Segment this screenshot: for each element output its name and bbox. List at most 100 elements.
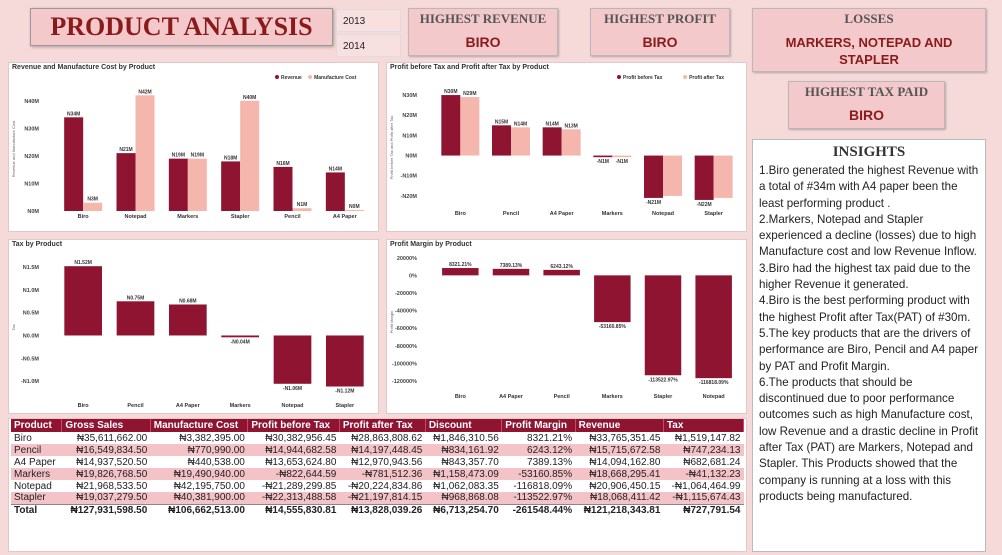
bar (64, 266, 103, 336)
y-axis-label: Revenue and Manufacture Cost (11, 120, 16, 177)
x-tick-label: Pencil (554, 394, 571, 400)
table-row: Markers ₦19,826,768.50 ₦19,490,940.00 -₦822… (11, 468, 744, 480)
table-cell: ₦28,863,808.62 (351, 432, 423, 444)
card-title: HIGHEST TAX PAID (804, 84, 929, 99)
table-header-cell[interactable]: Revenue (575, 419, 664, 432)
chart-title: Profit Margin by Product (390, 241, 472, 248)
year-option-2013[interactable]: 2013 (336, 9, 401, 32)
table-cell: ₦33,765,351.45 (589, 432, 661, 444)
data-label: N0M (349, 204, 360, 210)
y-tick-label: 20000% (397, 256, 417, 262)
table-row: Stapler ₦19,037,279.50 ₦40,381,900.00 -₦22,… (11, 492, 744, 504)
data-label: 6243.12% (550, 264, 573, 270)
tax-chart-panel: Tax by Product -N1.0M -N0.5M N0.0M N0.5M N1.… (8, 239, 379, 414)
data-label: N40M (243, 95, 256, 101)
x-tick-label: A4 Paper (176, 403, 201, 409)
y-tick-label: -20000% (395, 291, 417, 297)
y-tick-label: N20M (402, 113, 417, 119)
data-label: -N21M (646, 200, 661, 206)
bar (273, 335, 312, 384)
bar (135, 95, 155, 211)
data-label: N19M (191, 153, 204, 159)
table-cell: ₦14,944,682.58 (247, 444, 340, 456)
table-cell: ₦770,990.00 (150, 444, 248, 456)
table-header-cell[interactable]: Product (11, 419, 63, 432)
data-label: N19M (172, 153, 185, 159)
profit-margin-chart-panel: Profit Margin by Product -120000% -100000… (386, 239, 747, 414)
table-cell: Pencil (11, 444, 62, 456)
table-cell: ₦1,158,473.09 (425, 468, 502, 480)
data-label: -113522.97% (648, 377, 678, 383)
table-header-cell[interactable]: Tax (663, 419, 745, 432)
data-label: -53160.85% (599, 324, 627, 330)
bar (594, 275, 631, 323)
table-cell: ₦19,490,940.00 (150, 468, 248, 480)
y-axis-label: Tax (11, 324, 16, 330)
card-value: MARKERS, NOTEPAD AND STAPLER (785, 35, 953, 67)
table-header-cell[interactable]: Discount (425, 419, 503, 432)
card-value: BIRO (642, 34, 678, 50)
table-header-cell[interactable]: Manufacture Cost (150, 419, 249, 432)
x-tick-label: Stapler (704, 211, 724, 217)
card-title: HIGHEST PROFIT (603, 11, 717, 26)
legend-label: Revenue (281, 75, 302, 81)
table-header-row: Product Gross Sales Manufacture Cost Profit… (11, 419, 745, 432)
table-cell: ₦21,968,533.50 (76, 480, 148, 492)
table-row: Biro ₦35,611,662.00 ₦3,382,395.00 ₦30,382,9… (11, 432, 744, 444)
table-cell: ₦18,068,411.42 (575, 492, 664, 504)
insights-text: 1.Biro generated the highest Revenue wit… (759, 164, 979, 503)
table-header-cell[interactable]: Profit Margin (501, 419, 576, 432)
table-cell: ₦127,931,598.50 (61, 503, 151, 516)
bar (187, 158, 207, 211)
bar (511, 127, 530, 156)
legend-label: Profit before Tax (623, 75, 663, 81)
table-cell: ₦19,826,768.50 (61, 468, 151, 480)
year-option-2014[interactable]: 2014 (336, 34, 401, 57)
bar (442, 268, 479, 276)
table-cell: ₦12,970,943.56 (351, 456, 423, 468)
bar (492, 268, 530, 276)
table-cell: ₦682,681.24 (683, 456, 741, 468)
bar (325, 172, 345, 211)
y-tick-label: 0% (409, 273, 417, 279)
table-cell: ₦968,868.08 (425, 492, 502, 504)
table-header-cell[interactable]: Gross Sales (61, 419, 151, 432)
x-tick-label: Notepad (282, 403, 304, 409)
y-tick-label: N30M (402, 93, 417, 99)
x-tick-label: Biro (455, 211, 467, 217)
y-tick-label: N0M (405, 154, 417, 160)
y-tick-label: -120000% (392, 379, 417, 385)
data-label: -N0.04M (231, 339, 250, 345)
y-tick-label: -N10M (400, 174, 417, 180)
table-cell: -₦21,289,299.85 (261, 480, 337, 492)
data-label: -N22M (697, 202, 712, 208)
bar (492, 125, 511, 156)
y-tick-label: -40000% (395, 309, 417, 315)
table-row: Notepad ₦21,968,533.50 ₦42,195,750.00 -₦21,… (11, 480, 744, 492)
chart-title: Tax by Product (12, 241, 63, 248)
bar (612, 155, 632, 158)
table-header-cell[interactable]: Profit after Tax (339, 419, 426, 432)
x-tick-label: Stapler (654, 394, 674, 400)
x-tick-label: Pencil (127, 403, 144, 409)
data-label: N16M (276, 161, 289, 167)
table-cell: ₦18,668,295.41 (575, 468, 664, 480)
data-label: N13M (564, 123, 577, 129)
bar (240, 100, 260, 211)
table-cell: -₦41,132.23 (663, 468, 744, 480)
card-title: HIGHEST REVENUE (419, 11, 547, 26)
table-header-cell[interactable]: Profit before Tax (247, 419, 340, 432)
table-cell: 6243.12% (501, 444, 576, 456)
x-tick-label: Markers (602, 211, 623, 217)
bar (460, 97, 480, 156)
table-cell: -261548.44% (501, 503, 576, 516)
x-tick-label: Stapler (336, 403, 356, 409)
table-cell: -₦20,224,834.86 (347, 480, 423, 492)
y-tick-label: N30M (24, 126, 39, 132)
data-label: N34M (67, 111, 80, 117)
card-value: BIRO (465, 34, 501, 50)
data-label: N15M (495, 119, 508, 125)
x-tick-label: Notepad (125, 214, 147, 220)
x-tick-label: A4 Paper (333, 214, 358, 220)
data-label: N14M (329, 166, 342, 172)
